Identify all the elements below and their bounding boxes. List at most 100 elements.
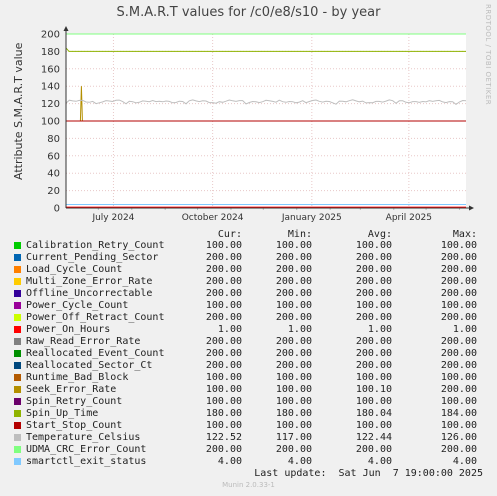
legend-value-min: 200.00 (275, 444, 312, 455)
y-tick-label: 40 (47, 169, 60, 180)
legend-value-min: 100.00 (275, 372, 312, 383)
legend-series-name: Calibration_Retry_Count (26, 240, 165, 251)
legend-swatch (14, 314, 21, 321)
legend-value-max: 100.00 (440, 420, 477, 431)
legend-series-name: Multi_Zone_Error_Rate (26, 276, 153, 287)
col-avg: Avg: (367, 229, 392, 240)
legend-series-name: UDMA_CRC_Error_Count (26, 444, 147, 455)
legend-series-name: Raw_Read_Error_Rate (26, 336, 141, 347)
legend-value-max: 126.00 (440, 432, 477, 443)
legend-row: Runtime_Bad_Block 100.00 100.00 100.00 100.0… (14, 372, 484, 384)
legend-value-avg: 200.00 (355, 264, 392, 275)
y-tick-label: 180 (41, 47, 60, 58)
legend-swatch (14, 374, 21, 381)
legend-value-max: 200.00 (440, 384, 477, 395)
chart-plot: July 2024 October 2024 January 2025 April 2… (41, 26, 474, 223)
col-cur: Cur: (217, 229, 242, 240)
legend-value-max: 100.00 (440, 396, 477, 407)
legend-value-avg: 4.00 (367, 456, 392, 467)
legend-series-name: Load_Cycle_Count (26, 264, 123, 275)
legend-value-cur: 1.00 (217, 324, 242, 335)
legend-value-min: 4.00 (287, 456, 312, 467)
legend-swatch (14, 434, 21, 441)
legend-swatch (14, 362, 21, 369)
legend-value-min: 100.00 (275, 420, 312, 431)
legend-swatch (14, 350, 21, 357)
legend-value-avg: 200.00 (355, 444, 392, 455)
legend-column-headers: Cur: Min: Avg: Max: (0, 229, 497, 241)
legend-series-name: Reallocated_Event_Count (26, 348, 165, 359)
legend-swatch (14, 326, 21, 333)
y-tick-label: 200 (41, 30, 60, 41)
legend-value-min: 200.00 (275, 264, 312, 275)
legend-series-name: Power_Off_Retract_Count (26, 312, 165, 323)
legend-value-min: 200.00 (275, 312, 312, 323)
legend-value-max: 200.00 (440, 444, 477, 455)
legend-value-min: 200.00 (275, 276, 312, 287)
legend-value-cur: 100.00 (205, 372, 242, 383)
legend-value-max: 100.00 (440, 300, 477, 311)
legend-value-cur: 200.00 (205, 252, 242, 263)
legend-row: Calibration_Retry_Count 100.00 100.00 100.0… (14, 240, 484, 252)
legend-value-avg: 200.00 (355, 312, 392, 323)
legend-value-cur: 4.00 (217, 456, 242, 467)
legend-row: Start_Stop_Count 100.00 100.00 100.00 100.00 (14, 420, 484, 432)
legend-swatch (14, 278, 21, 285)
y-tick-label: 160 (41, 64, 60, 75)
series-line (65, 47, 466, 52)
legend-swatch (14, 446, 21, 453)
y-tick-label: 0 (54, 204, 60, 215)
legend-value-max: 200.00 (440, 288, 477, 299)
x-tick-label: July 2024 (91, 213, 134, 223)
legend-value-avg: 122.44 (355, 432, 392, 443)
legend-value-min: 100.00 (275, 300, 312, 311)
legend-value-cur: 200.00 (205, 312, 242, 323)
legend-value-cur: 200.00 (205, 276, 242, 287)
x-tick-label: January 2025 (281, 213, 342, 223)
legend-series-name: Power_Cycle_Count (26, 300, 129, 311)
legend-series-name: Runtime_Bad_Block (26, 372, 129, 383)
legend-series-name: Start_Stop_Count (26, 420, 123, 431)
legend-value-cur: 200.00 (205, 348, 242, 359)
legend-swatch (14, 338, 21, 345)
col-min: Min: (287, 229, 312, 240)
legend-value-avg: 200.00 (355, 276, 392, 287)
y-tick-label: 140 (41, 82, 60, 93)
legend-swatch (14, 302, 21, 309)
legend-row: smartctl_exit_status 4.00 4.00 4.00 4.00 (14, 456, 484, 468)
legend-series-name: Temperature_Celsius (26, 432, 141, 443)
legend-swatch (14, 254, 21, 261)
legend-value-max: 200.00 (440, 336, 477, 347)
legend-value-cur: 100.00 (205, 420, 242, 431)
legend-value-cur: 200.00 (205, 444, 242, 455)
legend-series-name: Seek_Error_Rate (26, 384, 117, 395)
x-tick-label: April 2025 (386, 213, 432, 223)
legend-value-cur: 100.00 (205, 396, 242, 407)
y-tick-label: 100 (41, 117, 60, 128)
legend-series-name: Spin_Up_Time (26, 408, 99, 419)
legend-row: Spin_Up_Time 180.00 180.00 180.04 184.00 (14, 408, 484, 420)
legend-value-avg: 200.00 (355, 360, 392, 371)
x-axis-arrow (469, 205, 474, 211)
legend-value-min: 1.00 (287, 324, 312, 335)
legend-value-min: 100.00 (275, 396, 312, 407)
legend-value-min: 117.00 (275, 432, 312, 443)
legend-value-min: 200.00 (275, 336, 312, 347)
legend-value-max: 184.00 (440, 408, 477, 419)
y-tick-label: 80 (47, 134, 60, 145)
legend-series-name: Current_Pending_Sector (26, 252, 159, 263)
legend-row: Temperature_Celsius 122.52 117.00 122.44 126… (14, 432, 484, 444)
col-max: Max: (452, 229, 477, 240)
legend-value-cur: 100.00 (205, 300, 242, 311)
munin-version: Munin 2.0.33-1 (222, 481, 275, 489)
legend-value-avg: 200.00 (355, 252, 392, 263)
legend-swatch (14, 290, 21, 297)
legend-value-cur: 100.00 (205, 384, 242, 395)
legend-row: UDMA_CRC_Error_Count 200.00 200.00 200.00 20… (14, 444, 484, 456)
legend-value-cur: 200.00 (205, 264, 242, 275)
legend-value-min: 100.00 (275, 240, 312, 251)
legend-value-avg: 100.00 (355, 396, 392, 407)
legend-value-max: 200.00 (440, 348, 477, 359)
legend-value-min: 180.00 (275, 408, 312, 419)
